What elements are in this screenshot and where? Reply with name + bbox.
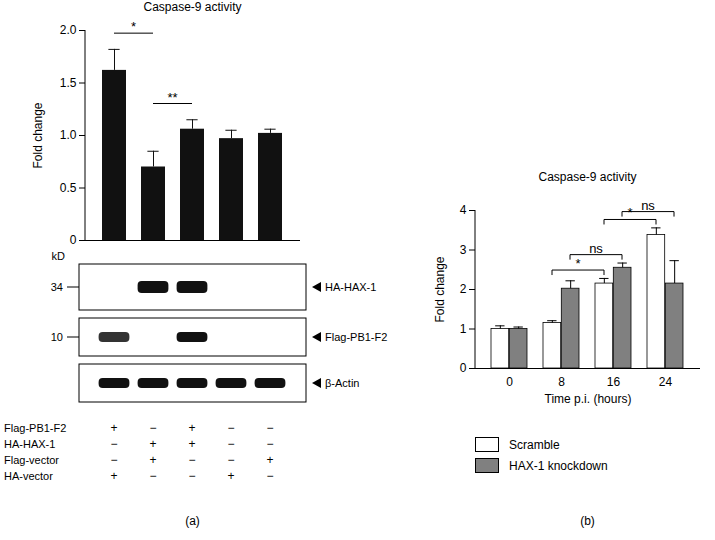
svg-text:10: 10	[51, 331, 63, 343]
html-text:Caspase-9 activity: Caspase-9 activity	[143, 0, 242, 14]
svg-text:1.5: 1.5	[60, 76, 77, 90]
svg-text:HA-HAX-1: HA-HAX-1	[325, 281, 376, 293]
html-text:HAX-1 knockdown: HAX-1 knockdown	[509, 458, 608, 473]
html-text:(b): (b)	[580, 514, 595, 528]
svg-text:−: −	[188, 469, 195, 483]
svg-text:34: 34	[51, 281, 63, 293]
svg-text:+: +	[110, 469, 117, 483]
svg-text:Flag-vector: Flag-vector	[4, 454, 59, 466]
svg-text:Fold change: Fold change	[433, 256, 447, 322]
svg-text:−: −	[149, 469, 156, 483]
svg-text:4: 4	[460, 203, 467, 217]
svg-text:−: −	[266, 469, 273, 483]
svg-text:+: +	[149, 437, 156, 451]
svg-text:−: −	[227, 421, 234, 435]
svg-text:+: +	[266, 453, 273, 467]
svg-text:0: 0	[70, 233, 77, 247]
svg-text:1.0: 1.0	[60, 128, 77, 142]
svg-text:HA-vector: HA-vector	[4, 470, 53, 482]
svg-text:−: −	[110, 453, 117, 467]
svg-text:0: 0	[506, 375, 513, 389]
html-text:Caspase-9 activity: Caspase-9 activity	[538, 170, 637, 184]
svg-text:HA-HAX-1: HA-HAX-1	[4, 438, 55, 450]
svg-text:Flag-PB1-F2: Flag-PB1-F2	[4, 422, 66, 434]
svg-text:kD: kD	[52, 250, 66, 262]
svg-text:+: +	[227, 469, 234, 483]
svg-text:−: −	[110, 437, 117, 451]
svg-text:16: 16	[607, 375, 621, 389]
html-text:Scramble: Scramble	[509, 437, 560, 452]
svg-text:Fold change: Fold change	[31, 102, 45, 168]
svg-text:Time p.i. (hours): Time p.i. (hours)	[545, 392, 632, 406]
svg-text:−: −	[266, 437, 273, 451]
svg-text:+: +	[149, 453, 156, 467]
svg-text:*: *	[575, 256, 580, 271]
svg-text:ns: ns	[641, 198, 655, 213]
svg-text:+: +	[188, 437, 195, 451]
svg-text:*: *	[627, 205, 632, 220]
svg-text:1: 1	[460, 322, 467, 336]
svg-text:*: *	[131, 19, 136, 34]
svg-text:0.5: 0.5	[60, 181, 77, 195]
svg-text:Flag-PB1-F2: Flag-PB1-F2	[325, 331, 387, 343]
svg-text:2: 2	[460, 282, 467, 296]
svg-text:−: −	[227, 453, 234, 467]
svg-text:−: −	[266, 421, 273, 435]
svg-text:3: 3	[460, 243, 467, 257]
svg-text:β-Actin: β-Actin	[325, 377, 359, 389]
svg-text:**: **	[167, 90, 177, 105]
svg-text:+: +	[110, 421, 117, 435]
svg-text:+: +	[188, 421, 195, 435]
svg-text:−: −	[149, 421, 156, 435]
svg-text:24: 24	[659, 375, 673, 389]
svg-text:−: −	[188, 453, 195, 467]
svg-text:2.0: 2.0	[60, 23, 77, 37]
svg-text:8: 8	[558, 375, 565, 389]
svg-text:−: −	[227, 437, 234, 451]
svg-text:ns: ns	[589, 241, 603, 256]
svg-text:0: 0	[460, 361, 467, 375]
html-text:(a): (a)	[185, 514, 200, 528]
